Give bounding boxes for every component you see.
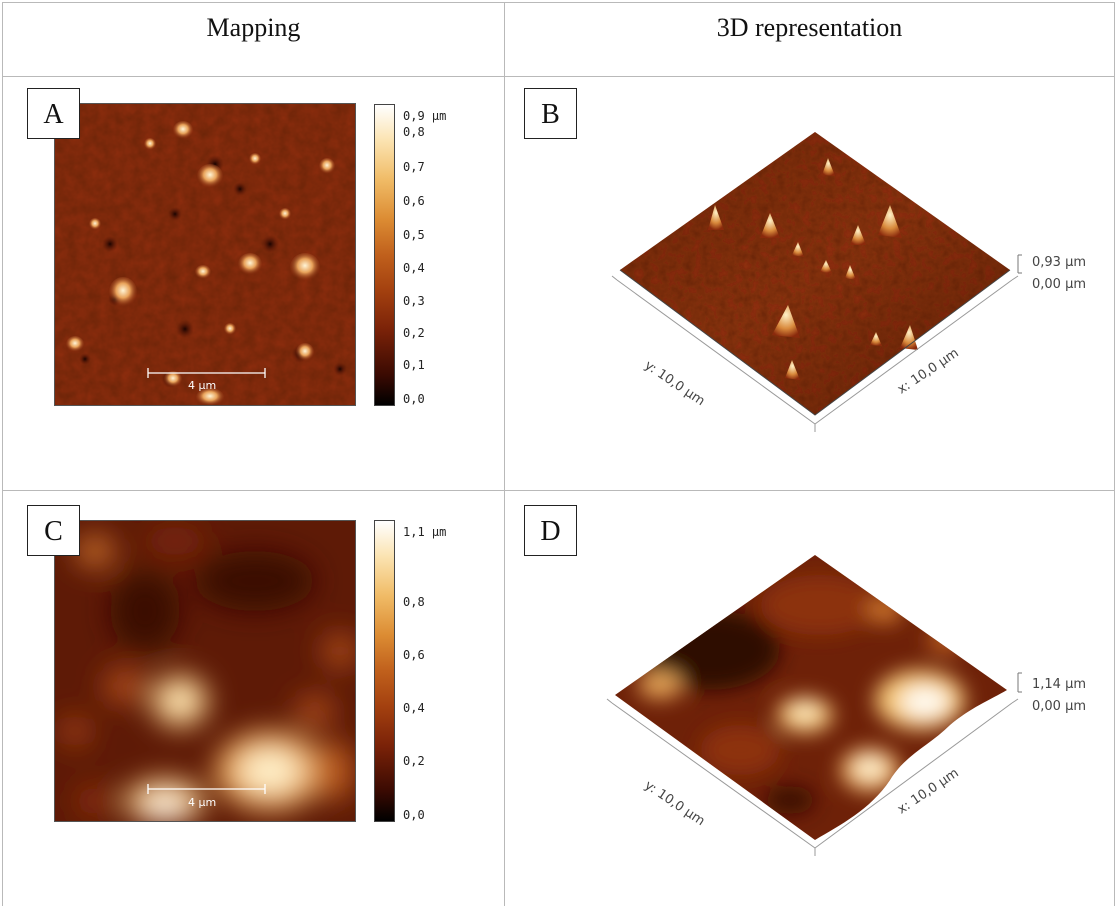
scale-bar-c: 4 µm: [147, 784, 266, 809]
colorbar-a-tick-7: 0,2: [403, 326, 425, 340]
afm-map-a: 4 µm: [54, 103, 356, 406]
colorbar-a-tick-9: 0,0: [403, 392, 425, 406]
table-border-top: [2, 2, 1115, 3]
colorbar-a-tick-6: 0,3: [403, 294, 425, 308]
scale-bar-a-label: 4 µm: [188, 379, 216, 392]
panel-label-a: A: [27, 88, 80, 139]
b-z-max-label: 0,93 µm: [1032, 255, 1087, 270]
colorbar-c-tick-1: 0,8: [403, 595, 425, 609]
header-mapping: Mapping: [206, 13, 301, 42]
b-z-min-label: 0,00 µm: [1032, 277, 1087, 292]
afm-3d-surface-d: [606, 555, 1022, 856]
colorbar-c-tick-2: 0,6: [403, 648, 425, 662]
colorbar-a-tick-0: 0,9 µm: [403, 109, 447, 123]
colorbar-a-tick-4: 0,5: [403, 228, 425, 242]
colorbar-c-tick-4: 0,2: [403, 754, 425, 768]
afm-3d-surface-b: [611, 132, 1022, 432]
table-row-divider-1: [2, 76, 1115, 77]
table-border-middle: [504, 2, 505, 906]
colorbar-a-tick-2: 0,7: [403, 160, 425, 174]
table-border-left: [2, 2, 3, 906]
surface-b-spikes: [708, 158, 918, 380]
table-row-divider-2: [2, 490, 1115, 491]
colorbar-a-tick-5: 0,4: [403, 261, 425, 275]
colorbar-c: [374, 520, 395, 822]
colorbar-a-tick-3: 0,6: [403, 194, 425, 208]
panel-label-c: C: [27, 505, 80, 556]
colorbar-a: [374, 104, 395, 406]
colorbar-c-tick-5: 0,0: [403, 808, 425, 822]
d-z-min-label: 0,00 µm: [1032, 699, 1087, 714]
colorbar-a-tick-1: 0,8: [403, 125, 425, 139]
panel-label-d: D: [524, 505, 577, 556]
panel-label-b: B: [524, 88, 577, 139]
scale-bar-a: 4 µm: [147, 368, 266, 392]
afm-a-peaks: [66, 121, 335, 405]
colorbar-a-tick-8: 0,1: [403, 358, 425, 372]
header-3d-representation: 3D representation: [716, 13, 903, 42]
afm-map-c: 4 µm: [54, 520, 356, 822]
scale-bar-c-label: 4 µm: [188, 796, 216, 809]
colorbar-c-tick-0: 1,1 µm: [403, 525, 447, 539]
colorbar-c-tick-3: 0,4: [403, 701, 425, 715]
table-border-right: [1114, 2, 1115, 906]
d-z-max-label: 1,14 µm: [1032, 677, 1087, 692]
